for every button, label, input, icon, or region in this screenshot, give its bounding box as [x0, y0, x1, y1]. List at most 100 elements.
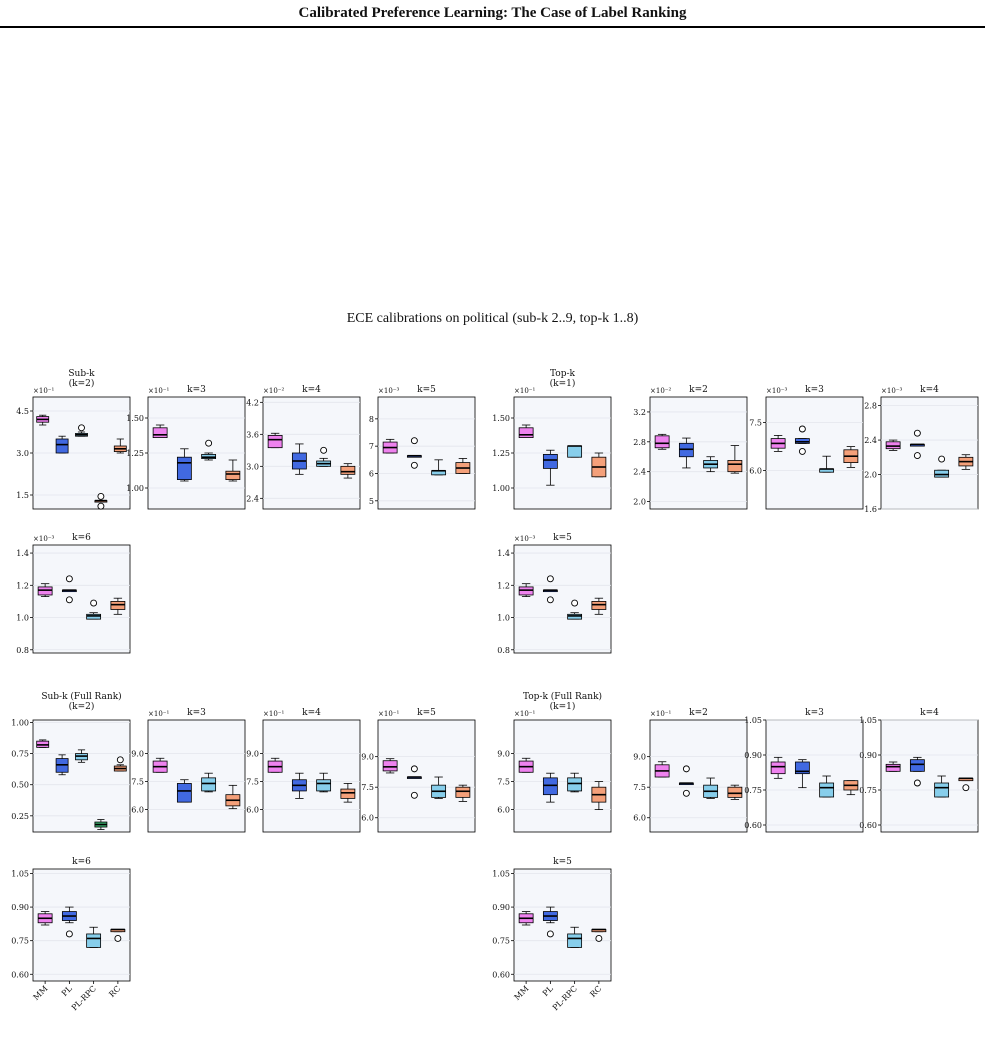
axis-exponent: ×10⁻¹: [514, 387, 535, 395]
iqr-box: [340, 465, 356, 475]
panel-title: k=2: [689, 708, 708, 718]
panel-subtitle: (k=1): [550, 378, 576, 389]
outlier-point: [65, 575, 73, 583]
outlier-point: [913, 429, 921, 437]
x-tick-label: MM: [32, 984, 50, 1002]
panel-title: k=3: [805, 708, 824, 718]
y-tick-label: 2.8: [864, 402, 877, 411]
box-PL-RPC: [567, 599, 583, 620]
box-PL: [542, 772, 558, 803]
box-RC: [843, 780, 859, 796]
panel-frame: [262, 396, 361, 510]
panel-top-full-k1: 6.0 7.5 9.0 Top-k (Full Rank)(k=1) ×10⁻¹: [497, 691, 612, 833]
axis-exponent: ×10⁻³: [881, 387, 902, 395]
panel-subtitle: (k=2): [69, 701, 95, 712]
axis-exponent: ×10⁻³: [766, 387, 787, 395]
box-RC: [591, 597, 607, 615]
iqr-box: [885, 441, 901, 450]
box-PL-RPC: [201, 439, 217, 461]
y-tick-label: 6.0: [497, 806, 510, 815]
axis-exponent: ×10⁻³: [378, 387, 399, 395]
panel-sub-k6: 0.8 1.0 1.2 1.4 k=6 ×10⁻³: [16, 533, 131, 655]
panel-frame: [262, 719, 361, 833]
iqr-box: [567, 933, 583, 948]
box-PL: [406, 765, 422, 799]
outlier-point: [938, 455, 946, 463]
panel-subtitle: (k=1): [550, 701, 576, 712]
y-tick-label: 6.0: [633, 814, 646, 823]
box-RC: [94, 492, 108, 510]
y-tick-label: 3.0: [16, 449, 29, 458]
box-RC: [340, 463, 356, 479]
axis-exponent: ×10⁻¹: [650, 710, 671, 718]
iqr-box: [885, 763, 901, 772]
y-tick-label: 7: [369, 442, 374, 451]
outlier-point: [798, 425, 806, 433]
y-tick-label: 1.0: [16, 614, 29, 623]
y-tick-label: 0.75: [744, 786, 762, 795]
iqr-box: [934, 469, 950, 478]
y-tick-label: 4.5: [16, 407, 29, 416]
box-PL-RPC: [819, 775, 835, 798]
y-tick-label: 6.0: [749, 467, 762, 476]
iqr-box: [518, 427, 534, 438]
box-MM: [518, 424, 534, 439]
box-PL: [678, 765, 694, 797]
y-tick-label: 1.2: [16, 581, 29, 590]
x-tick-label: PL-RPC: [70, 984, 98, 1012]
y-tick-label: 0.60: [859, 821, 877, 830]
panel-title: k=4: [302, 708, 321, 718]
panel-title: k=4: [302, 385, 321, 395]
panel-title: k=6: [72, 533, 91, 543]
y-tick-label: 7.5: [633, 783, 646, 792]
iqr-box: [727, 786, 743, 798]
box-PL: [55, 435, 69, 454]
iqr-box: [382, 760, 398, 772]
y-tick-label: 6.0: [131, 806, 144, 815]
box-RC: [591, 452, 607, 478]
outlier-point: [116, 756, 124, 764]
box-RC: [110, 928, 126, 942]
panel-top-full-k4: 0.60 0.75 0.90 1.05 k=4: [859, 708, 979, 833]
box-PL: [678, 437, 694, 469]
iqr-box: [176, 456, 192, 481]
panel-subtitle: (k=2): [69, 378, 95, 389]
panel-frame: [513, 544, 612, 654]
box-PL-RPC: [316, 772, 332, 793]
outlier-point: [205, 439, 213, 447]
panel-title: k=6: [72, 857, 91, 867]
box-MM: [152, 757, 168, 773]
box-PL-RPC: [86, 599, 102, 620]
iqr-box: [591, 601, 607, 610]
box-MM: [654, 433, 670, 450]
box-RC: [113, 438, 127, 454]
x-tick-label: PL: [541, 984, 555, 998]
panel-title: k=4: [920, 385, 939, 395]
panel-frame: [32, 544, 131, 654]
iqr-box: [654, 435, 670, 449]
x-tick-label: MM: [513, 984, 531, 1002]
box-PL: [406, 437, 422, 469]
panel-top-k2: 2.0 2.4 2.8 3.2 k=2 ×10⁻²: [633, 385, 748, 510]
outlier-point: [682, 789, 690, 797]
box-RC: [843, 446, 859, 468]
outlier-point: [798, 447, 806, 455]
panel-frame: [513, 719, 612, 833]
box-RC: [727, 445, 743, 474]
box-MM: [37, 583, 53, 597]
box-PL: [291, 772, 307, 799]
box-RC: [110, 597, 126, 615]
x-tick-label: PL: [60, 984, 74, 998]
box-PL-RPC: [567, 926, 583, 948]
box-MM: [770, 756, 786, 779]
axis-exponent: ×10⁻³: [514, 535, 535, 543]
panel-title: Sub-k (Full Rank): [41, 691, 121, 702]
box-MM: [36, 739, 50, 748]
axis-exponent: ×10⁻¹: [33, 387, 54, 395]
panel-title: Top-k (Full Rank): [523, 691, 602, 702]
y-tick-label: 6.0: [246, 806, 259, 815]
box-PL: [542, 906, 558, 938]
box-MM: [518, 583, 534, 597]
